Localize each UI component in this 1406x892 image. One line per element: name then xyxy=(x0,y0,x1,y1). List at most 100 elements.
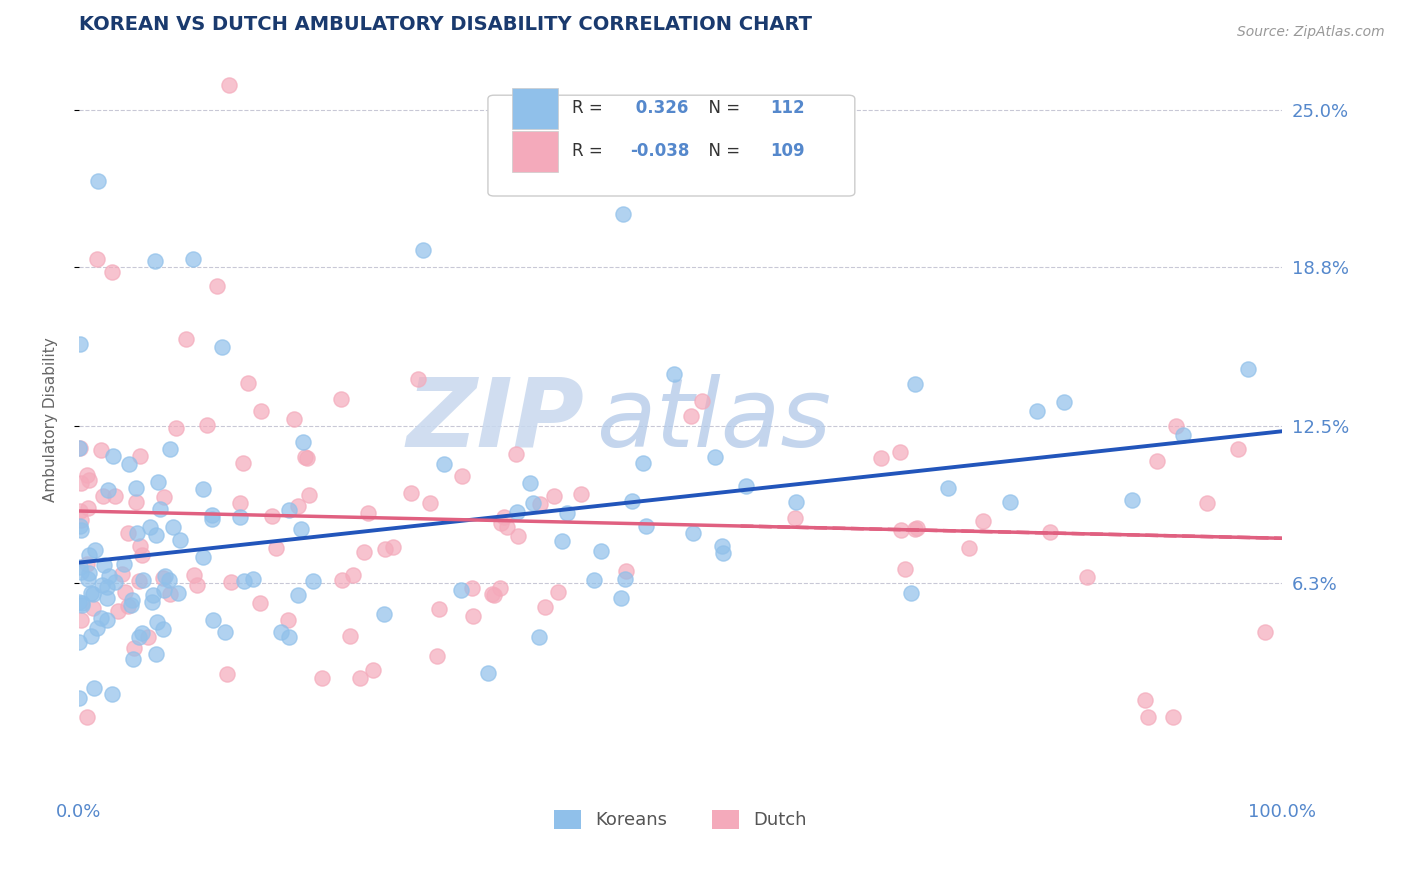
Point xyxy=(1161,710,1184,724)
Point xyxy=(186,578,208,592)
Point xyxy=(242,572,264,586)
Point xyxy=(1076,569,1098,583)
Y-axis label: Ambulatory Disability: Ambulatory Disability xyxy=(44,338,58,502)
Point xyxy=(79,473,101,487)
Point xyxy=(132,573,155,587)
Point xyxy=(70,523,93,537)
Point xyxy=(232,456,254,470)
Point xyxy=(76,572,98,586)
Point xyxy=(165,421,187,435)
Point xyxy=(84,542,107,557)
Point xyxy=(889,445,911,459)
Point xyxy=(152,571,174,585)
Point xyxy=(118,457,141,471)
Point xyxy=(77,501,100,516)
Point xyxy=(146,615,169,629)
Point xyxy=(76,710,98,724)
Point xyxy=(76,468,98,483)
Point xyxy=(181,252,204,266)
Point xyxy=(621,494,644,508)
Point xyxy=(1026,404,1049,418)
Point xyxy=(219,575,242,590)
Point xyxy=(329,392,352,406)
Point xyxy=(894,561,917,575)
Point xyxy=(339,629,361,643)
Point xyxy=(159,587,181,601)
Point xyxy=(492,509,515,524)
Text: Source: ZipAtlas.com: Source: ZipAtlas.com xyxy=(1237,25,1385,39)
Point xyxy=(1171,427,1194,442)
Point xyxy=(87,174,110,188)
Point xyxy=(69,504,91,518)
Point xyxy=(70,513,93,527)
Point xyxy=(90,611,112,625)
Point xyxy=(83,681,105,695)
Point xyxy=(555,506,578,520)
Point xyxy=(783,511,806,525)
Point xyxy=(69,559,91,574)
Point xyxy=(128,574,150,589)
Point xyxy=(419,495,441,509)
Point xyxy=(96,591,118,605)
Point xyxy=(101,264,124,278)
Text: N =: N = xyxy=(699,142,745,161)
Point xyxy=(69,441,91,455)
Point xyxy=(166,586,188,600)
Point xyxy=(139,520,162,534)
Legend: Koreans, Dutch: Koreans, Dutch xyxy=(547,803,814,837)
Point xyxy=(202,613,225,627)
Point xyxy=(1197,496,1219,510)
Point xyxy=(361,663,384,677)
Point xyxy=(1136,710,1159,724)
Point xyxy=(704,450,727,465)
Point xyxy=(201,508,224,523)
Point xyxy=(67,690,90,705)
Point xyxy=(117,526,139,541)
Point xyxy=(1253,624,1275,639)
Point xyxy=(124,641,146,656)
Point xyxy=(1133,693,1156,707)
Point xyxy=(534,599,557,614)
Point xyxy=(905,521,928,535)
Point xyxy=(67,441,90,455)
Point xyxy=(125,481,148,495)
Point xyxy=(610,591,633,606)
Point xyxy=(153,490,176,504)
Point xyxy=(957,541,980,556)
Point xyxy=(356,506,378,520)
Point xyxy=(128,539,150,553)
Point xyxy=(353,545,375,559)
Point xyxy=(129,449,152,463)
Point xyxy=(496,519,519,533)
Point xyxy=(169,533,191,548)
Point xyxy=(1039,524,1062,539)
Point xyxy=(142,588,165,602)
Point xyxy=(145,528,167,542)
Point xyxy=(141,595,163,609)
Point xyxy=(1121,493,1143,508)
Point xyxy=(429,602,451,616)
Point xyxy=(482,588,505,602)
Point xyxy=(399,486,422,500)
Point xyxy=(86,621,108,635)
Point xyxy=(612,207,634,221)
Point xyxy=(277,630,299,644)
Point xyxy=(572,163,595,178)
Point xyxy=(122,652,145,666)
Point xyxy=(936,481,959,495)
Point xyxy=(127,525,149,540)
Point xyxy=(506,505,529,519)
Point xyxy=(412,244,434,258)
Point xyxy=(70,613,93,627)
Point xyxy=(191,483,214,497)
Point xyxy=(662,367,685,381)
Point xyxy=(131,626,153,640)
Point xyxy=(228,496,250,510)
Point xyxy=(311,672,333,686)
Point xyxy=(77,566,100,581)
Point xyxy=(249,596,271,610)
Point xyxy=(195,417,218,432)
Text: -0.038: -0.038 xyxy=(630,142,689,161)
Point xyxy=(250,404,273,418)
Point xyxy=(522,496,544,510)
